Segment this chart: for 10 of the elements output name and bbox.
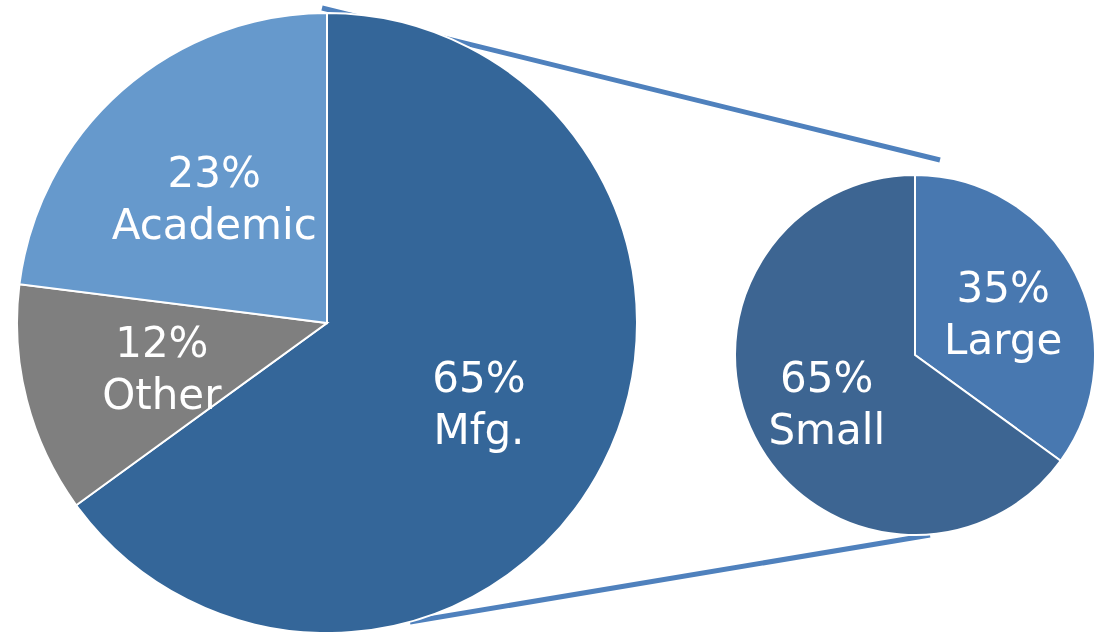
data-label: 12% [115, 318, 209, 368]
slice-label: Academic [111, 200, 317, 250]
data-label: 65% [432, 353, 526, 403]
slice-label: Mfg. [433, 405, 525, 455]
slice-label: Small [768, 404, 886, 454]
slice-label: Other [102, 370, 223, 420]
data-label: 23% [167, 148, 261, 198]
data-label: 65% [780, 352, 874, 402]
data-label: 35% [956, 263, 1050, 313]
slice-label: Large [944, 315, 1063, 365]
